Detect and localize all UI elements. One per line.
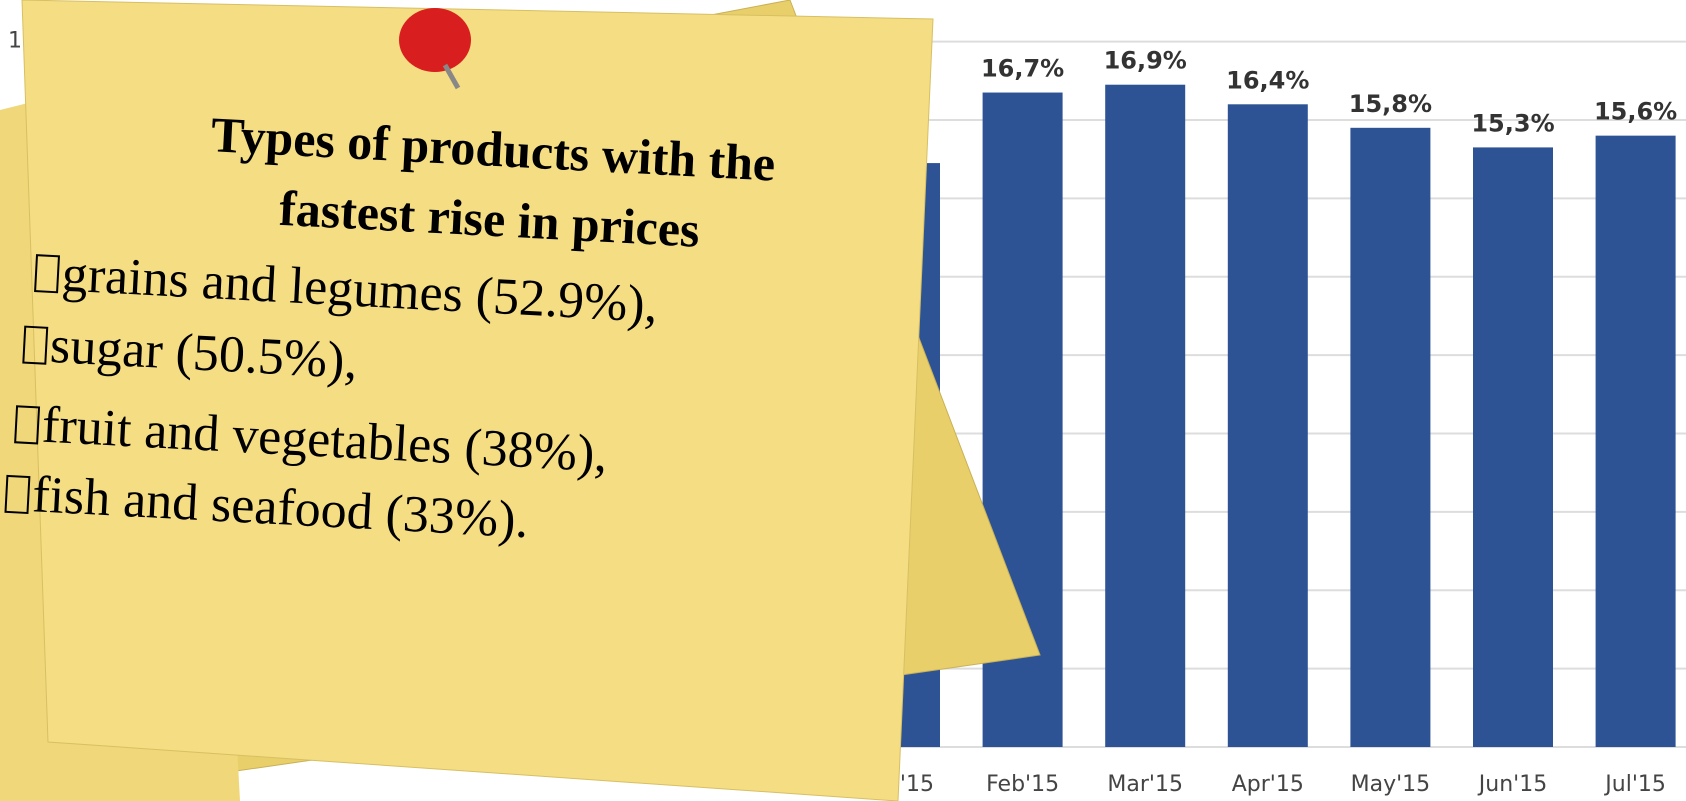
x-tick-label: Jun'15: [1477, 772, 1547, 797]
value-label: 16,4%: [1226, 66, 1309, 94]
bar: [1473, 147, 1553, 747]
pin: [399, 8, 471, 72]
bar: [1228, 104, 1308, 747]
value-label: 15,6%: [1594, 98, 1677, 126]
value-label: 16,7%: [981, 55, 1064, 83]
x-tick-label: Jul'15: [1603, 772, 1666, 797]
x-tick-label: Mar'15: [1107, 772, 1183, 797]
page: {"chart_data": {"type": "bar", "categori…: [0, 0, 1686, 801]
x-tick-label: Feb'15: [986, 772, 1059, 797]
bar: [1596, 136, 1676, 747]
slide: 0,0%2,0%4,0%6,0%8,0%10,0%12,0%14,0%16,0%…: [0, 0, 1686, 801]
bar: [1350, 128, 1430, 747]
value-label: 15,3%: [1471, 109, 1554, 137]
value-label: 15,8%: [1349, 90, 1432, 118]
x-tick-label: May'15: [1351, 772, 1431, 797]
sticky-note: Types of products with the fastest rise …: [0, 0, 1040, 801]
x-tick-label: Apr'15: [1232, 772, 1304, 797]
value-label: 16,9%: [1104, 47, 1187, 75]
bar: [1105, 85, 1185, 747]
